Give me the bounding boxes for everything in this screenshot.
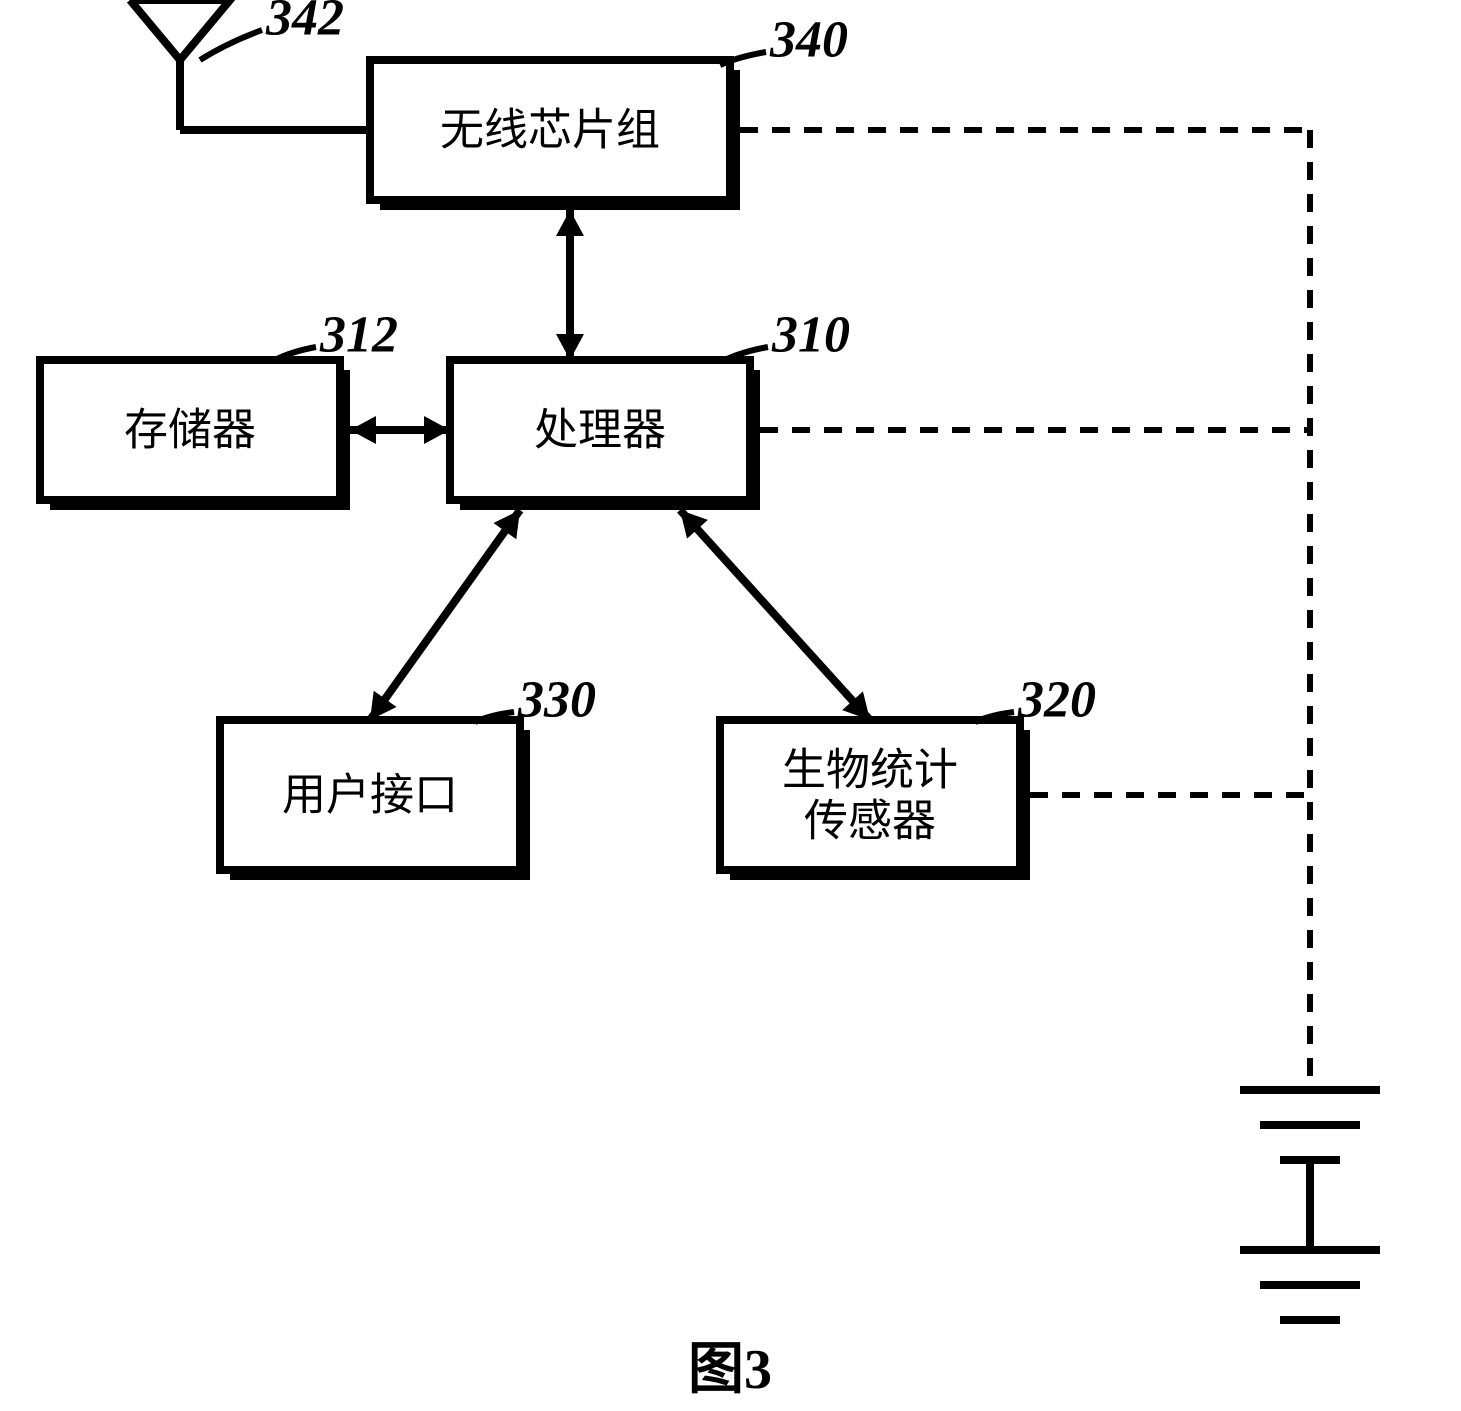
arrow-processor-ui [370, 510, 520, 720]
arrow-memory-processor-head-a [350, 416, 376, 444]
ref-r330: 330 [517, 672, 596, 729]
sensor-label: 生物统计传感器 [782, 745, 958, 845]
chipset-label: 无线芯片组 [440, 106, 660, 155]
ref-r340: 340 [769, 12, 848, 69]
figure-caption: 图3 [688, 1339, 772, 1401]
arrow-chipset-processor-head-a [556, 210, 584, 236]
memory-label: 存储器 [124, 406, 256, 455]
ref-r310: 310 [771, 307, 850, 364]
ref-r342-leader [200, 30, 262, 60]
arrow-processor-sensor [680, 510, 870, 720]
ui-label: 用户接口 [282, 771, 458, 820]
ref-r342: 342 [265, 0, 344, 47]
ref-r312: 312 [319, 307, 398, 364]
processor-label: 处理器 [534, 406, 666, 455]
ref-r320: 320 [1017, 672, 1096, 729]
